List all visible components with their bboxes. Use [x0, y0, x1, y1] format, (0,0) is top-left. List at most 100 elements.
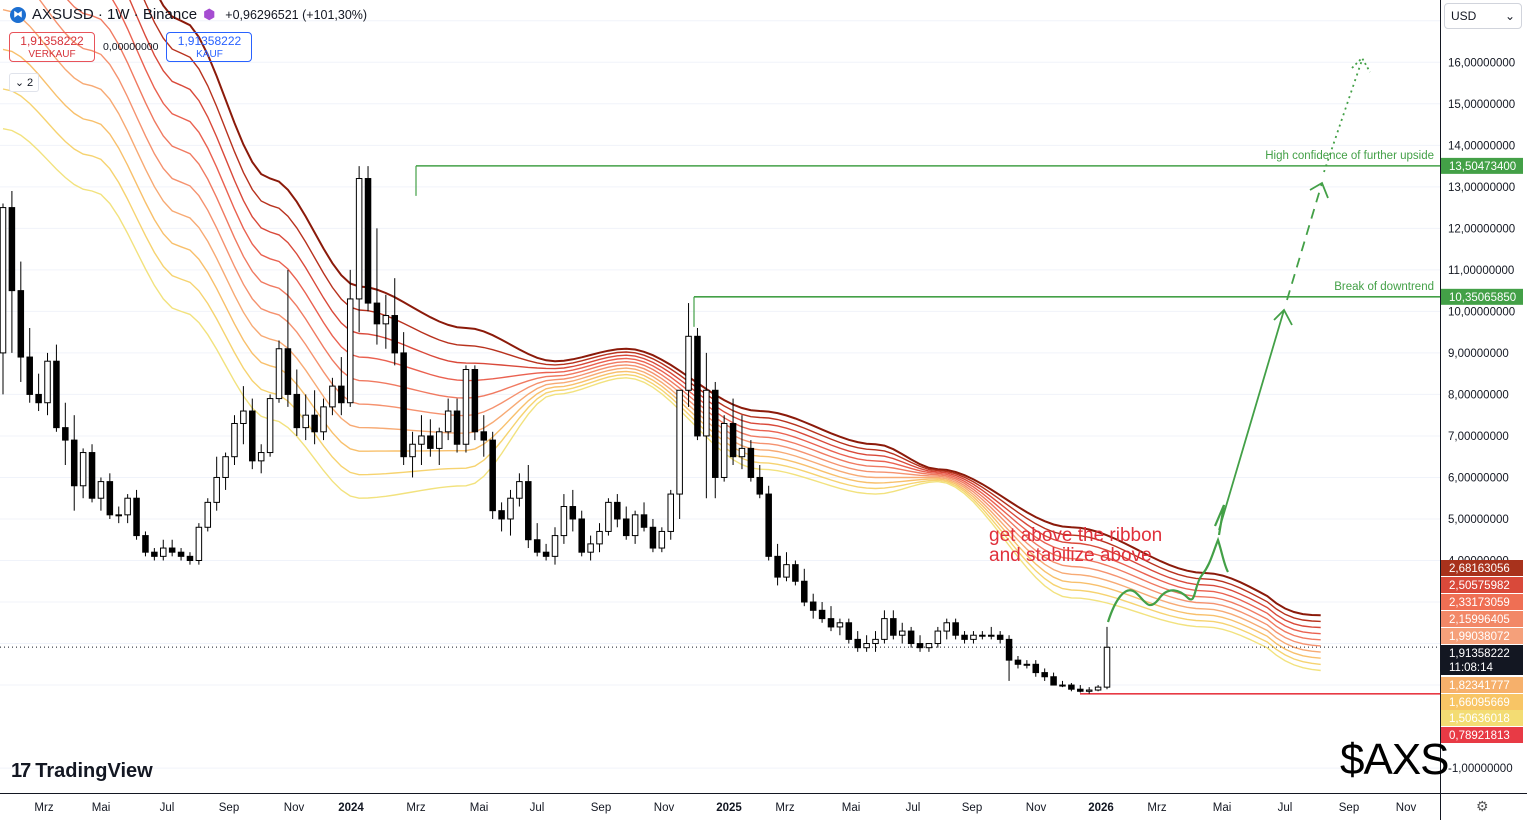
candle-body [275, 348, 283, 400]
candle-body [311, 414, 318, 433]
indicators-toggle[interactable]: ⌄ 2 [9, 73, 39, 92]
price-axis-tick: 13,00000000 [1448, 182, 1515, 194]
currency-select[interactable]: USD ⌄ [1444, 3, 1522, 29]
candle-body [818, 609, 826, 620]
candle-body [658, 530, 666, 549]
price-tag-value: 13,50473400 [1449, 161, 1516, 173]
candle [1094, 685, 1102, 692]
candle-body [711, 389, 719, 478]
candle-body [622, 518, 630, 537]
price-tag-bg [1441, 710, 1523, 726]
candle-body [649, 526, 657, 549]
sell-button[interactable]: 1,91358222 VERKAUF [9, 32, 95, 62]
candle-body [453, 410, 461, 445]
price-tag-bg [1441, 611, 1523, 627]
ribbon-line [2, 9, 1321, 653]
candle-body [809, 601, 817, 611]
candle-body [373, 302, 381, 325]
candle [186, 552, 194, 565]
ribbon-line [2, 88, 1321, 666]
logo-text: TradingView [35, 760, 153, 782]
candle [382, 294, 390, 349]
candle [222, 452, 229, 490]
price-axis-tick: 16,00000000 [1448, 57, 1515, 69]
price-tag-bg [1441, 288, 1523, 305]
candle-body [489, 439, 496, 512]
candle [418, 415, 425, 466]
candle-body [1014, 659, 1022, 665]
horizontal-levels: High confidence of further upside Break o… [0, 150, 1440, 695]
candle-body [471, 369, 479, 433]
candle-body [115, 514, 123, 517]
candle [890, 610, 897, 640]
candle-body [542, 551, 550, 557]
candle [35, 373, 42, 412]
price-tag-bg [1441, 727, 1523, 743]
price-tag: 2,33173059 [1441, 594, 1523, 610]
price-tag-bg [1441, 694, 1523, 710]
candle-body [1085, 689, 1093, 692]
candle-body [551, 535, 559, 557]
candle-body [578, 518, 585, 553]
candle-body [346, 298, 354, 404]
candle [427, 419, 434, 457]
symbol-title[interactable]: AXSUSD · 1W · Binance [32, 6, 198, 23]
annotation-line-2: and stabilize above [989, 545, 1152, 566]
candle [97, 477, 105, 511]
candle-body [133, 497, 140, 537]
price-axis-tick: 9,00000000 [1448, 348, 1509, 360]
tradingview-logo[interactable]: 17 TradingView [11, 760, 153, 783]
candle-body [302, 414, 309, 429]
price-tag-value: 1,91358222 [1449, 648, 1510, 660]
candle [329, 377, 336, 416]
candles-layer [0, 166, 1111, 694]
arrow-head-break [1273, 308, 1293, 326]
candle [284, 269, 292, 407]
candle [293, 369, 301, 436]
candle [480, 415, 488, 457]
time-axis-label: 2025 [716, 802, 742, 814]
candle [168, 539, 176, 557]
time-axis-label: Mrz [34, 802, 53, 814]
candle-body [204, 501, 212, 528]
stabilize-squiggle [1106, 536, 1229, 623]
candle [551, 527, 559, 565]
candle [783, 552, 790, 582]
candle-body [249, 410, 256, 462]
gear-icon[interactable]: ⚙ [1476, 798, 1489, 814]
candle-body [516, 481, 523, 499]
candle [320, 398, 327, 441]
candle [605, 498, 612, 536]
candle [453, 398, 461, 453]
candle [827, 606, 835, 632]
candle [435, 427, 443, 466]
time-axis-label: Sep [591, 802, 611, 814]
candle [872, 631, 879, 652]
time-axis-label: Mai [470, 802, 489, 814]
time-axis-label: Sep [1339, 802, 1359, 814]
candle-body [694, 335, 701, 437]
candle [658, 527, 666, 553]
candle-body [996, 634, 1004, 640]
candle-body [418, 435, 425, 445]
ribbon-line [159, 0, 1321, 617]
candle-body [533, 539, 541, 553]
price-tag-bg [1441, 577, 1523, 593]
candle [373, 228, 381, 345]
candle [79, 448, 87, 499]
candle-body [79, 452, 87, 487]
candle [88, 444, 96, 503]
hexagon-icon[interactable]: ⬢ [203, 6, 216, 22]
candle [115, 506, 123, 524]
buy-label: KAUF [196, 49, 223, 60]
candle-body [703, 389, 710, 437]
buy-button[interactable]: 1,91358222 KAUF [166, 32, 253, 62]
candle-body [614, 501, 621, 520]
candle [845, 618, 853, 644]
candle-body [1005, 638, 1013, 661]
candle [622, 506, 630, 540]
candle [257, 444, 265, 474]
candle [578, 510, 585, 557]
candle-body [916, 643, 924, 649]
